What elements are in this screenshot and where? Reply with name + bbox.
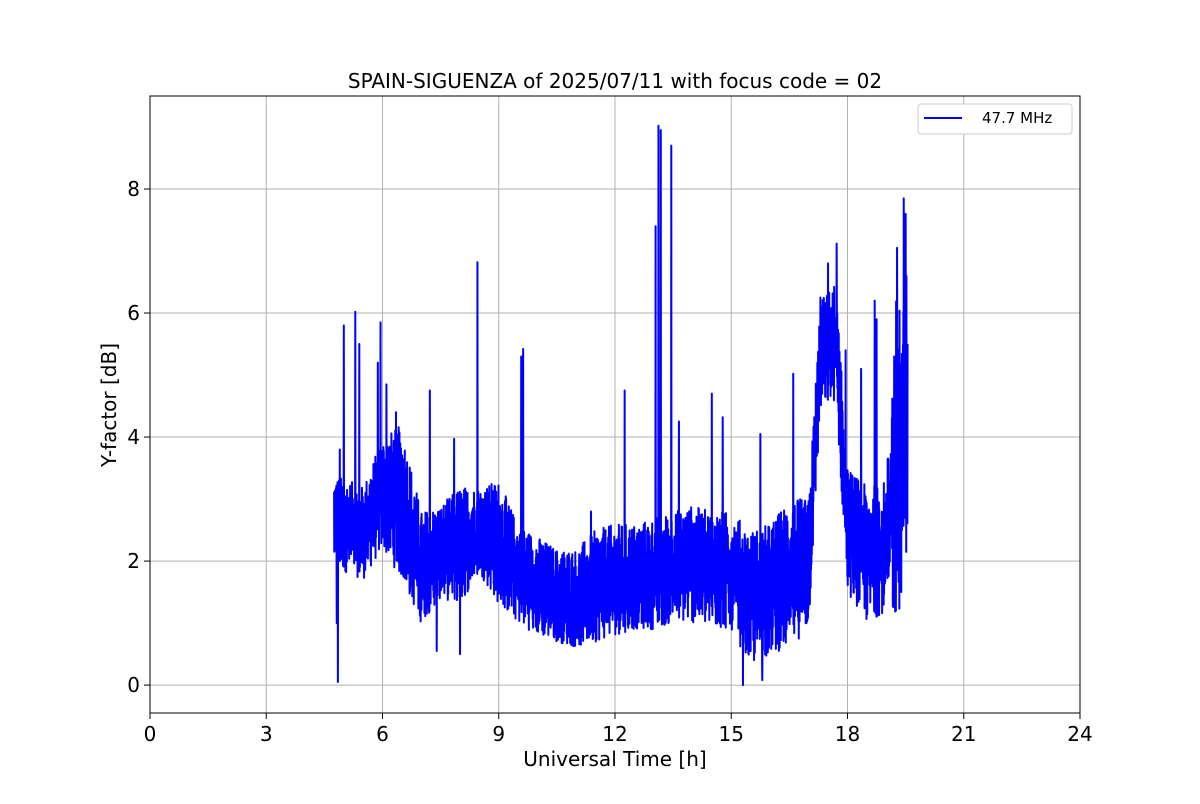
y-tick-label: 8 — [127, 177, 140, 201]
x-axis: 0 3 6 9 12 15 18 21 24 — [144, 713, 1093, 746]
x-tick-label: 6 — [376, 722, 389, 746]
x-tick-label: 21 — [951, 722, 976, 746]
x-tick-label: 12 — [602, 722, 627, 746]
legend-label: 47.7 MHz — [982, 109, 1052, 127]
y-tick-label: 0 — [127, 673, 140, 697]
y-axis-label: Y-factor [dB] — [97, 343, 121, 468]
y-tick-label: 4 — [127, 425, 140, 449]
legend-box — [917, 103, 1073, 135]
x-tick-label: 15 — [719, 722, 744, 746]
y-tick-label: 2 — [127, 549, 140, 573]
x-axis-label: Universal Time [h] — [523, 747, 706, 771]
x-tick-label: 0 — [144, 722, 157, 746]
x-tick-label: 3 — [260, 722, 273, 746]
chart-title: SPAIN-SIGUENZA of 2025/07/11 with focus … — [348, 69, 882, 93]
y-tick-label: 6 — [127, 301, 140, 325]
x-tick-label: 18 — [835, 722, 860, 746]
x-tick-label: 24 — [1067, 722, 1092, 746]
x-tick-label: 9 — [492, 722, 505, 746]
legend: 47.7 MHz — [917, 103, 1073, 135]
y-axis: 0 2 4 6 8 — [127, 177, 150, 697]
series-layer — [333, 124, 909, 687]
series-47-7-mhz-line — [333, 124, 909, 687]
